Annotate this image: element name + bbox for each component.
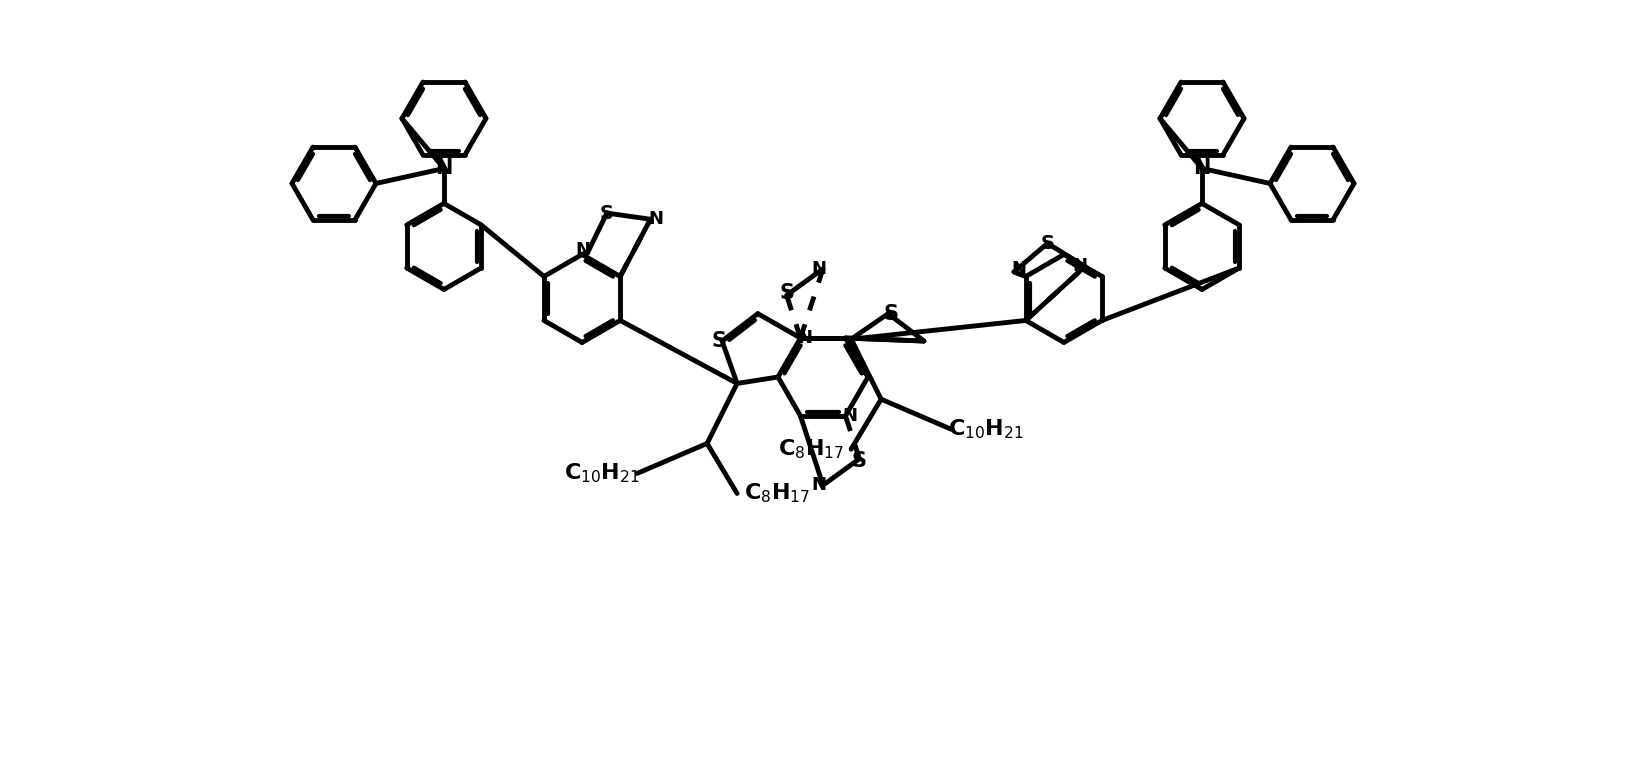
Text: C$_{10}$H$_{21}$: C$_{10}$H$_{21}$ [948,417,1024,441]
Text: C$_{8}$H$_{17}$: C$_{8}$H$_{17}$ [744,481,810,505]
Text: S: S [853,450,867,471]
Text: N: N [1193,158,1211,179]
Text: N: N [574,241,591,259]
Text: N: N [649,210,663,228]
Text: N: N [435,158,453,179]
Text: S: S [1040,234,1055,253]
Text: N: N [811,476,826,494]
Text: N: N [1012,260,1027,278]
Text: N: N [811,260,826,278]
Text: N: N [1073,257,1088,276]
Text: S: S [711,331,726,351]
Text: S: S [779,283,793,304]
Text: N: N [843,407,858,425]
Text: S: S [884,304,899,324]
Text: S: S [599,204,614,223]
Text: C$_{8}$H$_{17}$: C$_{8}$H$_{17}$ [779,438,844,461]
Text: C$_{10}$H$_{21}$: C$_{10}$H$_{21}$ [565,462,640,485]
Text: N: N [797,329,811,347]
